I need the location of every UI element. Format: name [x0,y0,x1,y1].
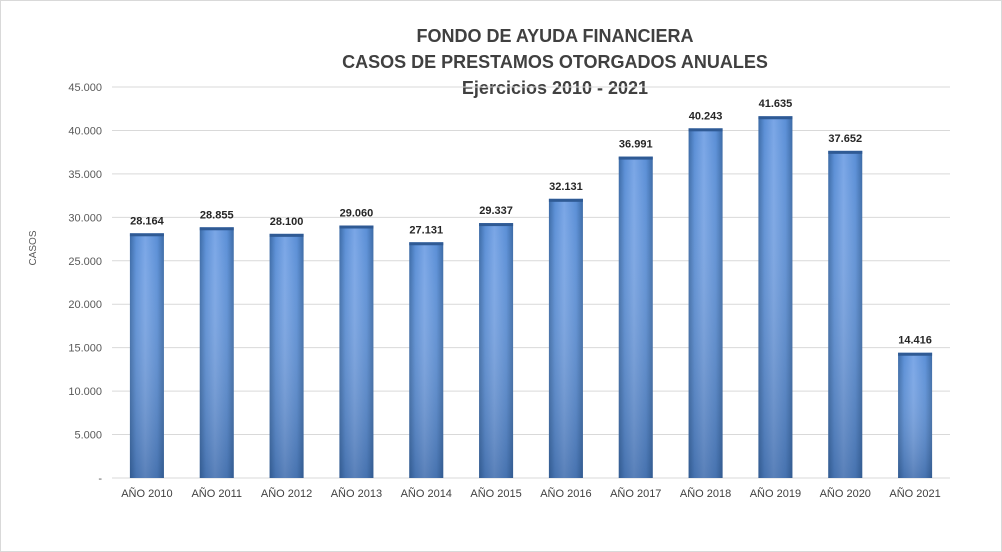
bar-top-edge [688,128,723,132]
chart-title-line-1: FONDO DE AYUDA FINANCIERA [416,26,694,46]
x-tick-label: AÑO 2020 [820,487,871,500]
x-tick-label: AÑO 2019 [750,487,801,500]
x-tick-label: AÑO 2011 [191,487,242,500]
data-label: 27.131 [409,224,443,236]
x-tick-label: AÑO 2015 [470,487,521,500]
bar-top-edge [898,352,933,356]
bar-shade [269,233,304,478]
data-label: 28.164 [130,215,165,227]
y-tick-label: 25.000 [68,256,102,268]
bar-top-edge [269,233,304,237]
chart-title-line-2: CASOS DE PRESTAMOS OTORGADOS ANUALES [342,52,768,72]
bar-top-edge [479,223,514,227]
bar-shade [548,198,583,478]
data-label: 28.855 [200,209,234,221]
data-label: 37.652 [828,133,862,145]
bar-shade [828,150,863,479]
y-tick-label: 5.000 [74,430,102,442]
y-tick-label: 40.000 [68,125,102,137]
data-label: 14.416 [898,335,932,347]
y-tick-label: - [98,473,102,485]
data-label: 28.100 [270,216,304,228]
y-tick-label: 10.000 [68,386,102,398]
bar-shade [688,128,723,478]
y-tick-label: 45.000 [68,82,102,94]
bar-top-edge [828,150,863,154]
bar-shade [898,352,933,478]
x-tick-label: AÑO 2016 [540,487,591,500]
bar-shade [479,223,514,478]
x-tick-label: AÑO 2018 [680,487,731,500]
bar-shade [339,225,374,478]
bar-top-edge [129,233,164,237]
bar-top-edge [758,116,793,120]
x-tick-label: AÑO 2010 [121,487,172,500]
y-tick-label: 20.000 [68,299,102,311]
y-tick-label: 30.000 [68,212,102,224]
data-label: 29.337 [479,205,513,217]
y-tick-label: 15.000 [68,343,102,355]
x-tick-label: AÑO 2014 [401,487,452,500]
y-axis-label: CASOS [28,230,39,265]
x-tick-label: AÑO 2021 [889,487,940,500]
chart-title-line-3: Ejercicios 2010 - 2021 [461,78,649,98]
bar-shade [758,116,793,479]
bar-top-edge [409,242,444,246]
x-tick-label: AÑO 2017 [610,487,661,500]
bar-shade [409,242,444,478]
data-label: 29.060 [340,208,374,220]
bar-top-edge [548,198,583,202]
bar-shade [129,233,164,478]
data-label: 41.635 [759,98,793,110]
data-label: 40.243 [689,110,723,122]
x-tick-label: AÑO 2012 [261,487,312,500]
x-tick-label: AÑO 2013 [331,487,382,500]
bar-top-edge [339,225,374,229]
y-tick-label: 35.000 [68,169,102,181]
bar-top-edge [199,227,234,231]
data-label: 36.991 [619,139,653,151]
data-label: 32.131 [549,181,583,193]
bar-shade [199,227,234,478]
bar-top-edge [618,156,653,160]
bar-shade [618,156,653,479]
